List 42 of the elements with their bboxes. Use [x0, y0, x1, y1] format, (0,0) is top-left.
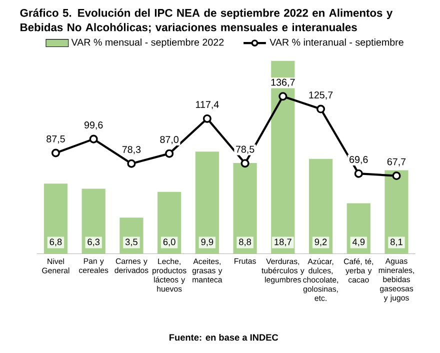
data-label: 117,4 — [196, 101, 219, 110]
bar — [44, 184, 68, 254]
point — [392, 172, 401, 180]
data-label: 69,6 — [350, 156, 368, 164]
point — [165, 149, 174, 158]
bar — [308, 158, 333, 254]
data-label: 9,9 — [201, 238, 214, 246]
legend-label: VAR % interanual - septiembre — [270, 38, 404, 48]
bar — [233, 162, 257, 254]
data-label: 18,7 — [274, 238, 292, 246]
data-label: 99,6 — [84, 121, 103, 130]
data-label: 6,3 — [88, 238, 100, 246]
data-label: 87,5 — [46, 135, 65, 144]
bar — [384, 170, 408, 254]
point — [202, 114, 212, 123]
data-label: 125,7 — [309, 91, 333, 100]
point — [316, 104, 326, 114]
legend-label: VAR % mensual - septiembre 2022 — [71, 38, 224, 48]
point — [127, 159, 136, 168]
data-label: 78,5 — [236, 146, 254, 154]
bar — [158, 192, 182, 254]
point — [51, 148, 60, 158]
data-label: 67,7 — [387, 158, 406, 166]
point — [89, 134, 98, 144]
point — [240, 159, 250, 168]
data-label: 6,8 — [50, 238, 62, 246]
point — [278, 92, 288, 101]
data-label: 87,0 — [160, 136, 178, 144]
chart-title: Gráfico 5. Evolución del IPC NEA de septiembre 2022 en Alimentos y Bebidas No Alcohólicas; variaciones mensuales e interanuales — [20, 8, 393, 33]
point — [354, 169, 363, 178]
data-label: 78,3 — [122, 146, 141, 154]
data-label: 136,7 — [271, 78, 295, 87]
bar — [195, 152, 219, 254]
source-note: Fuente: en base a INDEC — [170, 334, 278, 341]
bar — [82, 188, 106, 254]
data-label: 4,9 — [352, 238, 365, 246]
data-label: 3,5 — [125, 238, 138, 246]
data-label: 8,8 — [239, 238, 252, 246]
data-label: 9,2 — [314, 238, 327, 246]
bar — [271, 60, 295, 254]
data-label: 6,0 — [163, 238, 176, 246]
data-label: 8,1 — [390, 238, 402, 246]
